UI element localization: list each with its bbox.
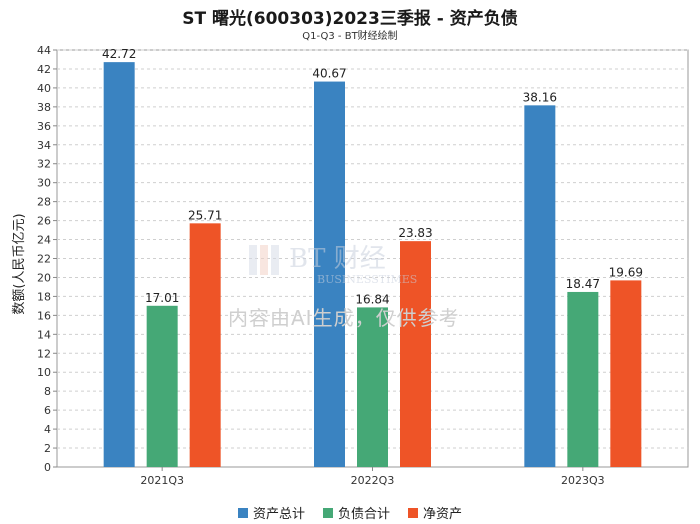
logo-text: BT 财经 — [289, 244, 386, 274]
legend-swatch-liabilities — [322, 507, 333, 518]
bar-2023Q3-2 — [610, 280, 642, 467]
y-tick-label: 42 — [37, 63, 51, 76]
logo-subtext: BUSINESSTIMES — [317, 273, 417, 286]
bar-2023Q3-0 — [524, 105, 556, 467]
data-label: 19.69 — [609, 265, 643, 279]
legend-item-net-assets: 净资产 — [408, 503, 462, 522]
data-label: 17.01 — [145, 291, 179, 305]
x-tick-label: 2023Q3 — [561, 474, 605, 487]
legend: 资产总计 负债合计 净资产 — [0, 503, 700, 522]
y-tick-label: 8 — [44, 385, 51, 398]
x-axis-ticks: 2021Q3 2022Q3 2023Q3 — [140, 467, 605, 487]
legend-item-liabilities: 负债合计 — [322, 503, 390, 522]
y-tick-label: 20 — [37, 271, 51, 284]
y-tick-label: 24 — [37, 234, 51, 247]
y-tick-label: 32 — [37, 158, 51, 171]
y-tick-label: 6 — [44, 404, 51, 417]
y-tick-label: 2 — [44, 442, 51, 455]
y-tick-label: 22 — [37, 253, 51, 266]
legend-label-assets: 资产总计 — [252, 507, 305, 522]
data-label: 23.83 — [398, 226, 432, 240]
y-tick-label: 4 — [44, 423, 51, 436]
y-tick-label: 40 — [37, 82, 51, 95]
y-tick-label: 38 — [37, 101, 51, 114]
y-tick-label: 26 — [37, 215, 51, 228]
chart-subtitle: Q1-Q3 - BT财经绘制 — [302, 31, 398, 42]
bt-logo-watermark: BT 财经 BUSINESSTIMES — [247, 237, 457, 287]
y-tick-label: 10 — [37, 366, 51, 379]
y-tick-label: 14 — [37, 328, 51, 341]
bars — [103, 62, 642, 467]
y-tick-label: 34 — [37, 139, 51, 152]
legend-item-assets: 资产总计 — [237, 503, 305, 522]
legend-swatch-net-assets — [408, 507, 418, 518]
data-label: 18.47 — [566, 277, 600, 291]
legend-label-net-assets: 净资产 — [423, 507, 463, 522]
chart-title: ST 曙光(600303)2023三季报 - 资产负债 — [182, 9, 518, 29]
x-tick-label: 2021Q3 — [140, 474, 184, 487]
bar-2022Q3-0 — [314, 81, 345, 467]
data-labels: 42.72 17.01 25.71 40.67 16.84 23.83 38.16 18.47… — [102, 47, 643, 306]
bar-2023Q3-1 — [567, 291, 599, 467]
data-label: 38.16 — [523, 90, 557, 104]
bar-2021Q3-2 — [189, 223, 221, 467]
y-tick-label: 0 — [44, 461, 51, 474]
legend-label-liabilities: 负债合计 — [337, 507, 390, 522]
y-tick-label: 30 — [37, 177, 51, 190]
x-tick-label: 2022Q3 — [351, 474, 395, 487]
y-tick-label: 18 — [37, 290, 51, 303]
legend-swatch-assets — [237, 507, 248, 518]
y-tick-label: 36 — [37, 120, 51, 133]
data-label: 25.71 — [188, 208, 222, 222]
data-label: 16.84 — [355, 292, 389, 306]
bar-2022Q3-1 — [357, 307, 388, 467]
data-label: 42.72 — [102, 47, 136, 61]
y-tick-label: 12 — [37, 347, 51, 360]
y-tick-label: 28 — [37, 196, 51, 209]
data-label: 40.67 — [312, 67, 346, 81]
bar-2021Q3-1 — [146, 305, 178, 467]
y-tick-label: 16 — [37, 309, 51, 322]
bar-2021Q3-0 — [103, 62, 135, 467]
ai-notice-watermark: 内容由AI生成，仅供参考 — [228, 306, 460, 330]
y-axis-label: 数额(人民币亿元) — [12, 213, 27, 314]
bar-2022Q3-2 — [400, 241, 431, 467]
y-tick-label: 44 — [37, 44, 51, 57]
y-axis-ticks: 0246810121416182022242628303234363840424… — [37, 44, 57, 474]
